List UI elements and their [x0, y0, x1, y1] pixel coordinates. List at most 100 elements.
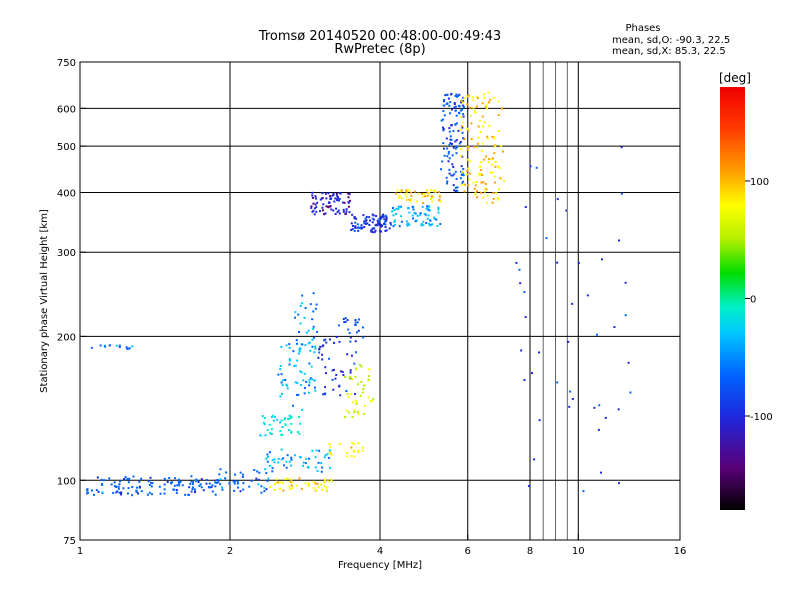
data-point — [473, 145, 476, 148]
data-point — [191, 483, 194, 486]
data-point — [438, 195, 441, 198]
data-point — [494, 165, 497, 168]
data-point — [395, 213, 398, 216]
data-point — [260, 485, 263, 488]
data-point — [365, 219, 368, 222]
data-point — [471, 96, 474, 99]
data-point — [330, 197, 333, 200]
data-point — [485, 104, 488, 107]
data-point — [321, 197, 324, 200]
data-point — [338, 197, 341, 200]
data-point — [478, 119, 481, 122]
data-point — [393, 221, 396, 224]
data-point — [112, 491, 115, 494]
data-point — [265, 488, 268, 491]
data-point — [300, 302, 303, 305]
data-point — [307, 342, 310, 345]
data-point — [337, 199, 340, 202]
data-point — [126, 347, 129, 350]
data-point — [489, 171, 492, 174]
data-point — [299, 347, 302, 350]
data-point — [322, 339, 325, 342]
data-point — [288, 359, 291, 362]
data-point — [261, 415, 264, 418]
data-point — [485, 107, 488, 110]
data-point — [346, 393, 349, 396]
data-point — [431, 200, 434, 203]
data-point — [137, 492, 140, 495]
data-point — [140, 490, 143, 493]
data-point — [118, 346, 121, 349]
data-point — [332, 368, 335, 371]
data-point — [434, 190, 437, 193]
data-point — [497, 113, 500, 116]
data-point — [481, 174, 484, 177]
data-point — [453, 173, 456, 176]
data-point — [437, 211, 440, 214]
data-point — [466, 169, 469, 172]
data-point — [571, 302, 574, 305]
data-point — [462, 101, 465, 104]
data-point — [288, 346, 291, 349]
data-point — [384, 223, 387, 226]
data-point — [320, 470, 323, 473]
data-point — [413, 211, 416, 214]
data-point — [400, 189, 403, 192]
colorbar-tick-label: 0 — [750, 295, 756, 306]
data-point — [353, 409, 356, 412]
x-tick-label: 16 — [674, 546, 687, 557]
data-point — [138, 485, 141, 488]
data-point — [533, 458, 536, 461]
data-point — [323, 480, 326, 483]
data-point — [397, 208, 400, 211]
data-point — [342, 208, 345, 211]
data-point — [400, 197, 403, 200]
data-point — [323, 213, 326, 216]
data-point — [289, 481, 292, 484]
data-point — [352, 401, 355, 404]
data-point — [308, 484, 311, 487]
data-point — [265, 457, 268, 460]
data-point — [411, 205, 414, 208]
data-point — [350, 222, 353, 225]
data-point — [214, 481, 217, 484]
data-point — [429, 219, 432, 222]
data-point — [461, 131, 464, 134]
data-point — [407, 222, 410, 225]
data-point — [442, 128, 445, 131]
data-point — [442, 110, 445, 113]
data-point — [452, 130, 455, 133]
data-point — [328, 466, 331, 469]
data-point — [489, 98, 492, 101]
data-point — [492, 135, 495, 138]
data-point — [348, 193, 351, 196]
data-point — [305, 457, 308, 460]
data-point — [233, 473, 236, 476]
data-point — [324, 192, 327, 195]
data-point — [398, 225, 401, 228]
data-point — [128, 347, 131, 350]
colorbar-tick-label: 100 — [750, 177, 769, 188]
data-point — [389, 221, 392, 224]
data-point — [328, 449, 331, 452]
x-axis-label: Frequency [MHz] — [338, 560, 422, 571]
data-point — [280, 373, 283, 376]
data-point — [283, 464, 286, 467]
data-point — [148, 491, 151, 494]
data-point — [136, 486, 139, 489]
data-point — [451, 163, 454, 166]
data-point — [324, 386, 327, 389]
data-point — [463, 190, 466, 193]
data-point — [529, 165, 532, 168]
data-point — [427, 206, 430, 209]
data-point — [317, 356, 320, 359]
data-point — [221, 488, 224, 491]
data-point — [303, 316, 306, 319]
data-point — [340, 370, 343, 373]
y-tick-label: 300 — [57, 248, 76, 259]
data-point — [150, 485, 153, 488]
data-point — [290, 456, 293, 459]
data-point — [405, 189, 408, 192]
chart-subtitle: RwPretec (8p) — [334, 42, 425, 57]
data-point — [343, 416, 346, 419]
